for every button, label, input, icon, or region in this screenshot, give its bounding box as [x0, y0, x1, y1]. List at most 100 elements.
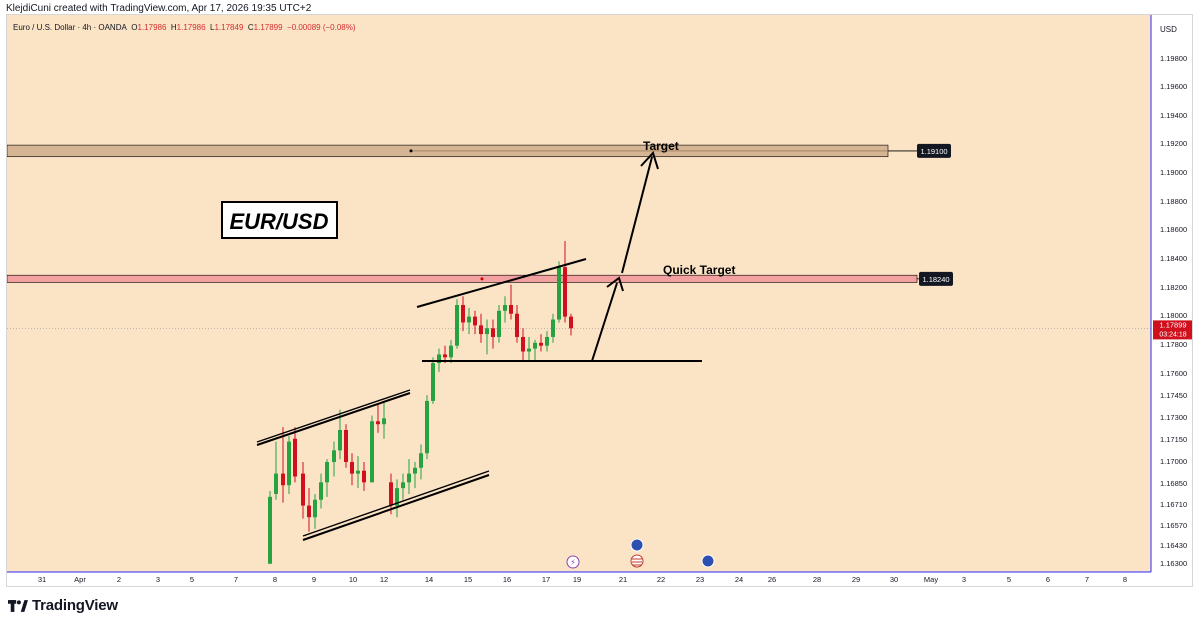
- candle-body[interactable]: [370, 421, 374, 483]
- y-tick-label: 1.19600: [1160, 82, 1187, 91]
- candle-body[interactable]: [389, 482, 393, 506]
- price-chart[interactable]: 1.19100 1.18240 EUR/USD Target Quick Targ…: [7, 15, 1193, 587]
- target-arrowhead: [640, 151, 659, 170]
- y-tick-label: 1.18200: [1160, 283, 1187, 292]
- price-axis[interactable]: [1151, 15, 1193, 587]
- channel-lower-line[interactable]: [302, 474, 490, 541]
- candle-body[interactable]: [293, 438, 297, 477]
- candle-body[interactable]: [338, 430, 342, 451]
- candle-body[interactable]: [503, 304, 507, 311]
- candle-body[interactable]: [527, 348, 531, 352]
- quick-target-zone-label-box: [919, 271, 953, 286]
- x-tick-label: 8: [273, 575, 277, 584]
- last-price-label: 1.17899: [1159, 320, 1186, 329]
- candle-body[interactable]: [350, 461, 354, 474]
- candle-body[interactable]: [382, 418, 386, 425]
- candle-body[interactable]: [401, 482, 405, 489]
- x-tick-label: 24: [735, 575, 743, 584]
- candle-body[interactable]: [479, 325, 483, 335]
- x-tick-label: 26: [768, 575, 776, 584]
- candle-body[interactable]: [425, 400, 429, 454]
- candle-body[interactable]: [521, 336, 525, 352]
- channel-upper-line[interactable]: [256, 392, 411, 446]
- x-tick-label: 31: [38, 575, 46, 584]
- event-eu-flag-icon[interactable]: [630, 538, 644, 552]
- candle-body[interactable]: [473, 316, 477, 326]
- candle-body[interactable]: [497, 310, 501, 337]
- candle-body[interactable]: [307, 505, 311, 518]
- candle-body[interactable]: [437, 354, 441, 364]
- x-tick-label: 5: [190, 575, 194, 584]
- x-tick-label: 3: [962, 575, 966, 584]
- channel-upper-line-2[interactable]: [256, 389, 411, 443]
- y-tick-label: 1.17600: [1160, 369, 1187, 378]
- event-us-flag-icon[interactable]: [630, 554, 644, 568]
- candle-body[interactable]: [455, 304, 459, 346]
- last-price-box: [1153, 320, 1192, 340]
- candle-body[interactable]: [325, 461, 329, 483]
- chart-panel[interactable]: 1.19100 1.18240 EUR/USD Target Quick Targ…: [6, 14, 1193, 587]
- x-tick-label: 28: [813, 575, 821, 584]
- candle-body[interactable]: [485, 328, 489, 335]
- x-tick-label: 30: [890, 575, 898, 584]
- x-tick-label: 14: [425, 575, 433, 584]
- open-label: O: [131, 23, 138, 32]
- candle-body[interactable]: [332, 450, 336, 462]
- candle-body[interactable]: [274, 473, 278, 494]
- candle-body[interactable]: [419, 453, 423, 468]
- candle-body[interactable]: [443, 354, 447, 358]
- candle-body[interactable]: [413, 467, 417, 474]
- quick-target-arrow[interactable]: [591, 282, 618, 362]
- open-value: 1.17986: [137, 23, 167, 32]
- candle-body[interactable]: [395, 488, 399, 506]
- quick-target-zone-label: 1.18240: [922, 275, 949, 284]
- candle-body[interactable]: [313, 499, 317, 518]
- y-tick-label: 1.17300: [1160, 413, 1187, 422]
- candle-body[interactable]: [287, 441, 291, 486]
- candle-body[interactable]: [533, 342, 537, 349]
- candle-body[interactable]: [376, 421, 380, 425]
- event-eu-flag-icon-2[interactable]: [701, 554, 715, 568]
- tradingview-logo[interactable]: TradingView: [8, 597, 118, 614]
- quick-target-zone[interactable]: [7, 274, 918, 283]
- candle-body[interactable]: [301, 473, 305, 506]
- channel-lower-line-2[interactable]: [302, 470, 490, 537]
- target-arrow[interactable]: [621, 156, 653, 274]
- candle-body[interactable]: [268, 496, 272, 564]
- candle-body[interactable]: [461, 304, 465, 323]
- change-value: −0.00089 (−0.08%): [287, 23, 356, 32]
- candle-body[interactable]: [539, 342, 543, 346]
- candle-body[interactable]: [281, 473, 285, 486]
- event-flash-icon[interactable]: [566, 555, 580, 569]
- candle-body[interactable]: [319, 482, 323, 500]
- candle-body[interactable]: [407, 473, 411, 483]
- candle-body[interactable]: [515, 313, 519, 337]
- candle-body[interactable]: [551, 319, 555, 337]
- candle-body[interactable]: [557, 267, 561, 320]
- x-tick-label: 6: [1046, 575, 1050, 584]
- target-zone-anchor: [409, 149, 413, 153]
- candle-body[interactable]: [509, 304, 513, 314]
- drawings: EUR/USD Target Quick Target ⚡: [221, 139, 735, 569]
- x-tick-label: 10: [349, 575, 357, 584]
- candle-body[interactable]: [491, 328, 495, 337]
- candle-body[interactable]: [356, 470, 360, 474]
- x-tick-label: May: [924, 575, 938, 584]
- candle-body[interactable]: [563, 267, 567, 317]
- candle-body[interactable]: [431, 363, 435, 401]
- candle-body[interactable]: [344, 430, 348, 462]
- candle-body[interactable]: [569, 316, 573, 329]
- last-price-marker: 1.17899 03:24:18: [1153, 320, 1192, 340]
- candle-body[interactable]: [467, 316, 471, 323]
- candle-body[interactable]: [362, 470, 366, 483]
- high-value: 1.17986: [176, 23, 206, 32]
- candle-body[interactable]: [449, 345, 453, 358]
- x-tick-label: 7: [234, 575, 238, 584]
- y-tick-label: 1.16850: [1160, 479, 1187, 488]
- x-tick-label: 29: [852, 575, 860, 584]
- y-tick-label: 1.16710: [1160, 500, 1187, 509]
- chart-credit: KlejdiCuni created with TradingView.com,…: [6, 3, 312, 14]
- candle-body[interactable]: [545, 336, 549, 346]
- close-label: C: [247, 23, 254, 32]
- flag-top-line[interactable]: [416, 258, 587, 308]
